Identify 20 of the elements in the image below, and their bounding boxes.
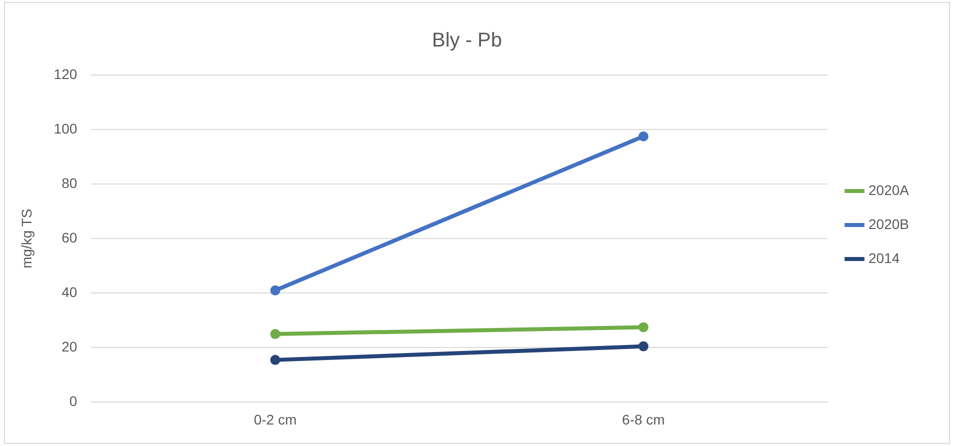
y-tick-label: 100 [54, 120, 78, 136]
chart-title: Bly - Pb [432, 30, 502, 52]
point [270, 354, 280, 365]
y-tick-label: 20 [62, 338, 78, 355]
y-tick-label: 0 [69, 393, 78, 410]
y-tick-label: 80 [62, 174, 78, 191]
x-tick-label: 6-8 cm [622, 411, 665, 428]
x-tick-label: 0-2 cm [254, 411, 297, 428]
y-tick-label: 60 [62, 229, 78, 246]
y-tick-label: 120 [54, 66, 78, 82]
legend-label: 2020B [868, 216, 909, 232]
legend-label: 2014 [868, 250, 900, 266]
point [270, 285, 280, 296]
point [638, 131, 648, 142]
y-axis-title: mg/kg TS [18, 208, 34, 268]
point [270, 329, 280, 340]
point [638, 341, 648, 352]
point [638, 322, 648, 332]
legend-label: 2020A [868, 182, 910, 198]
y-tick-label: 40 [62, 284, 78, 300]
